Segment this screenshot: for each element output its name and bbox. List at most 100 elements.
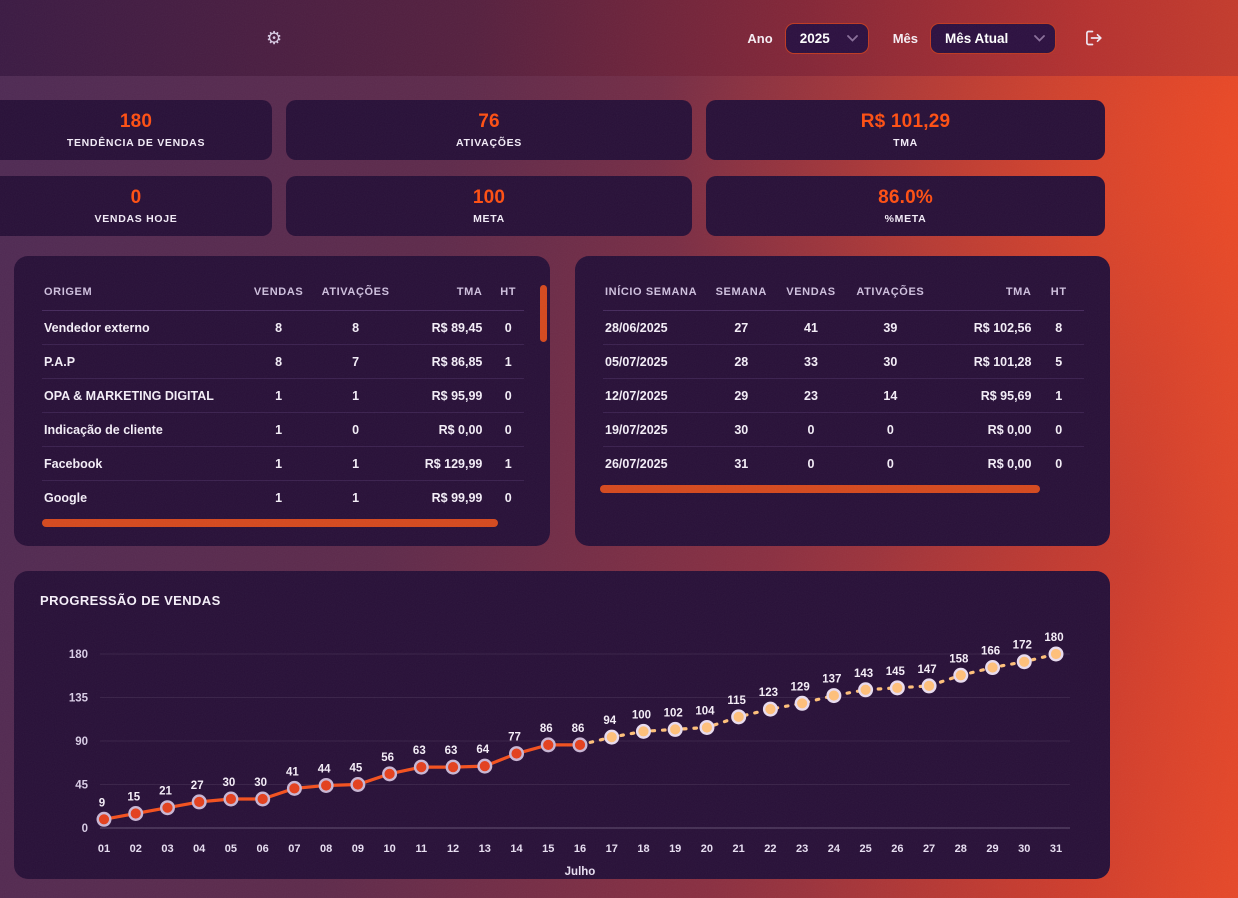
table-cell: 8 [243,344,314,379]
chevron-down-icon [846,34,858,42]
x-axis-tick: 13 [479,843,491,855]
table-cell: R$ 86,85 [397,344,485,379]
point-value-label: 143 [854,668,873,680]
table-cell: 1 [243,446,314,481]
y-axis-tick: 135 [69,693,89,705]
table-cell: 39 [845,310,935,345]
stats-grid: 180 TENDÊNCIA DE VENDAS 76 ATIVAÇÕES R$ 101,… [0,100,1238,236]
projected-point [985,660,1001,676]
year-select[interactable]: 2025 [784,22,869,54]
x-axis-tick: 22 [764,843,776,855]
table-cell: R$ 0,00 [397,412,485,447]
x-axis-tick: 08 [320,843,332,855]
origin-table-horizontal-scrollbar[interactable] [42,518,498,527]
table-cell: R$ 102,56 [934,310,1034,345]
projected-point [1048,646,1064,662]
actual-point [540,737,556,753]
table-cell: 0 [313,412,398,447]
actual-point [509,746,525,762]
actual-point [128,805,144,821]
table-cell: R$ 0,00 [987,456,1032,471]
point-value-label: 104 [695,705,715,717]
point-value-label: 41 [286,766,299,778]
month-select[interactable]: Mês Atual [930,22,1056,54]
actual-sales-line [103,743,580,821]
stat-value: 0 [130,187,142,208]
point-value-label: 102 [664,707,683,719]
stat-card: 100 META [286,176,692,236]
x-axis-tick: 11 [416,843,428,855]
settings-gear-icon[interactable]: ⚙ [266,28,283,48]
point-value-label: 137 [822,674,841,686]
table-cell: 1 [484,446,524,481]
table-cell: R$ 0,00 [934,412,1034,447]
projected-point [953,667,969,683]
x-axis-tick: 03 [161,843,173,855]
projected-sales-line [578,652,1058,747]
point-value-label: 15 [127,792,140,804]
stat-label: TENDÊNCIA DE VENDAS [66,137,206,149]
actual-point [350,776,366,792]
table-cell: 30 [845,344,935,379]
stat-card: 180 TENDÊNCIA DE VENDAS [0,100,272,160]
stat-value: 86.0% [878,187,933,208]
y-axis-tick: 90 [75,736,88,748]
table-cell: 12/07/2025 [603,378,707,413]
actual-point [255,791,271,807]
year-label: Ano [747,30,773,46]
table-cell: P.A.P [42,344,244,379]
x-axis-tick: 09 [352,843,364,855]
table-cell: 27 [706,310,777,345]
x-axis-tick: 06 [257,843,269,855]
projected-point [794,695,810,711]
actual-point [96,811,112,827]
table-cell: 0 [1055,456,1063,471]
x-axis-tick: 28 [955,843,967,855]
point-value-label: 77 [508,732,521,744]
week-table: INÍCIO SEMANA SEMANA VENDAS ATIVAÇÕES TMA HT 2… [603,276,1084,481]
week-table-horizontal-scrollbar[interactable] [600,484,1040,493]
table-header-cell: ORIGEM [42,276,244,311]
table-header-cell: TMA [397,276,485,311]
projected-point [604,729,620,745]
topbar-filters: Ano 2025 Mês Mês Atual [747,22,1104,54]
point-value-label: 56 [381,752,394,764]
stat-label: ATIVAÇÕES [456,137,522,149]
origin-table-vertical-scrollbar[interactable] [540,285,547,342]
table-cell: 0 [484,412,524,447]
x-axis-tick: 31 [1050,843,1062,855]
table-cell: R$ 95,99 [397,378,485,413]
x-axis-tick: 29 [986,843,998,855]
stat-value: 76 [478,111,500,132]
actual-point [159,800,175,816]
table-cell: 29 [706,378,777,413]
table-cell: R$ 99,99 [431,490,483,505]
projected-point [667,721,683,737]
point-value-label: 166 [981,646,1000,658]
table-row: 12/07/2025 29 23 14 R$ 95,69 1 [603,378,1084,413]
logout-icon[interactable] [1084,29,1104,47]
point-value-label: 145 [886,666,906,678]
table-header-cell: INÍCIO SEMANA [603,276,707,311]
point-value-label: 100 [632,709,651,721]
table-cell: 1 [313,446,398,481]
table-cell: 1 [243,412,314,447]
table-cell: 0 [504,490,512,505]
x-axis-tick: 01 [98,843,110,855]
table-header-cell: HT [484,276,524,311]
point-value-label: 129 [791,681,810,693]
x-axis-label: Julho [565,866,596,878]
projected-point [699,719,715,735]
table-cell: 0 [484,310,524,345]
year-select-value: 2025 [799,30,830,46]
point-value-label: 180 [1044,632,1063,644]
x-axis-tick: 16 [574,843,586,855]
table-row: 26/07/2025 31 0 0 R$ 0,00 0 [603,447,1084,481]
table-cell: 28 [706,344,777,379]
